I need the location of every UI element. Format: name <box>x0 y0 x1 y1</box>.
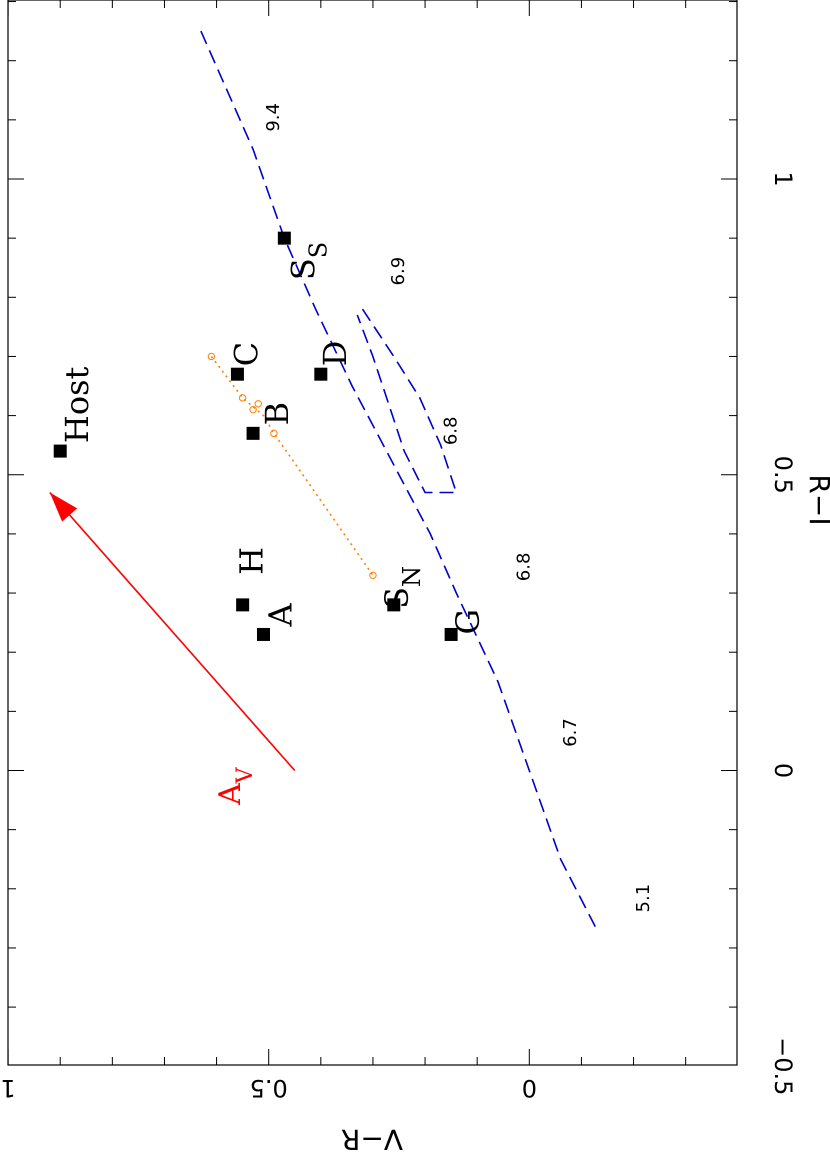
dotted-track-marker <box>207 352 216 361</box>
labels-group: −0.500.5100.51R−IV−RAVHostCBDHASNGSS9.46… <box>0 103 830 1156</box>
point-label-main: B <box>258 402 296 426</box>
y-tick-label: 0.5 <box>250 1074 288 1102</box>
lines-group <box>49 30 598 931</box>
point-label-main: H <box>233 547 271 575</box>
point-label-a: A <box>261 602 299 627</box>
y-axis-title: V−R <box>341 1123 403 1151</box>
point-label-main: G <box>449 609 487 635</box>
marks-group <box>53 231 458 641</box>
point-label-h: H <box>233 547 271 575</box>
track-age-label: 9.4 <box>263 103 284 132</box>
point-label-main: S <box>284 258 322 280</box>
dotted-track-marker <box>249 405 257 414</box>
extinction-label-main: A <box>213 783 248 806</box>
data-point-h <box>236 598 250 612</box>
point-label-sn: SN <box>378 566 426 609</box>
extinction-vector-line <box>49 491 296 772</box>
data-point-c <box>230 367 244 381</box>
model-track-line <box>200 30 598 931</box>
dotted-track-line <box>210 356 374 576</box>
track-age-label: 5.1 <box>633 884 654 913</box>
point-label-main: S <box>378 587 416 609</box>
point-label-ss: SS <box>284 242 332 280</box>
point-label-main: C <box>227 342 265 366</box>
x-tick-label: −0.5 <box>769 1037 797 1095</box>
plot-frame <box>7 0 738 1066</box>
point-label-main: Host <box>58 366 96 443</box>
data-point-b <box>246 426 260 440</box>
data-point-host <box>53 444 67 458</box>
dotted-track-marker <box>270 429 278 438</box>
point-label-host: Host <box>58 366 96 443</box>
model-track-loop <box>356 308 458 494</box>
x-tick-label: 0 <box>769 763 797 778</box>
extinction-vector-arrowhead <box>49 492 78 522</box>
x-axis-title: R−I <box>803 474 830 525</box>
dotted-track-marker <box>369 571 377 580</box>
y-tick-label: 0 <box>522 1074 537 1102</box>
track-age-label: 6.8 <box>440 417 461 446</box>
track-age-label: 6.9 <box>388 257 409 286</box>
extinction-label-sub: V <box>233 766 258 784</box>
point-label-main: D <box>316 341 354 367</box>
data-point-d <box>314 367 328 381</box>
point-label-g: G <box>449 609 487 635</box>
track-age-label: 6.7 <box>560 718 581 747</box>
point-label-b: B <box>258 402 296 426</box>
dotted-track-marker <box>254 400 262 408</box>
point-label-main: A <box>261 602 299 627</box>
data-point-a <box>256 627 270 641</box>
point-label-sub: S <box>304 242 332 258</box>
data-point-g <box>444 627 458 641</box>
x-tick-label: 0.5 <box>769 456 797 494</box>
point-label-c: C <box>227 342 265 366</box>
y-tick-label: 1 <box>0 1074 15 1102</box>
extinction-vector-label: AV <box>213 766 258 806</box>
x-tick-label: 1 <box>769 171 797 186</box>
data-point-ss <box>277 231 291 245</box>
point-label-d: D <box>316 341 354 367</box>
dotted-track-marker <box>238 394 247 402</box>
data-point-sn <box>387 598 401 612</box>
track-age-label: 6.8 <box>513 553 534 582</box>
point-label-sub: N <box>398 566 426 587</box>
ticks-group <box>7 0 737 1065</box>
